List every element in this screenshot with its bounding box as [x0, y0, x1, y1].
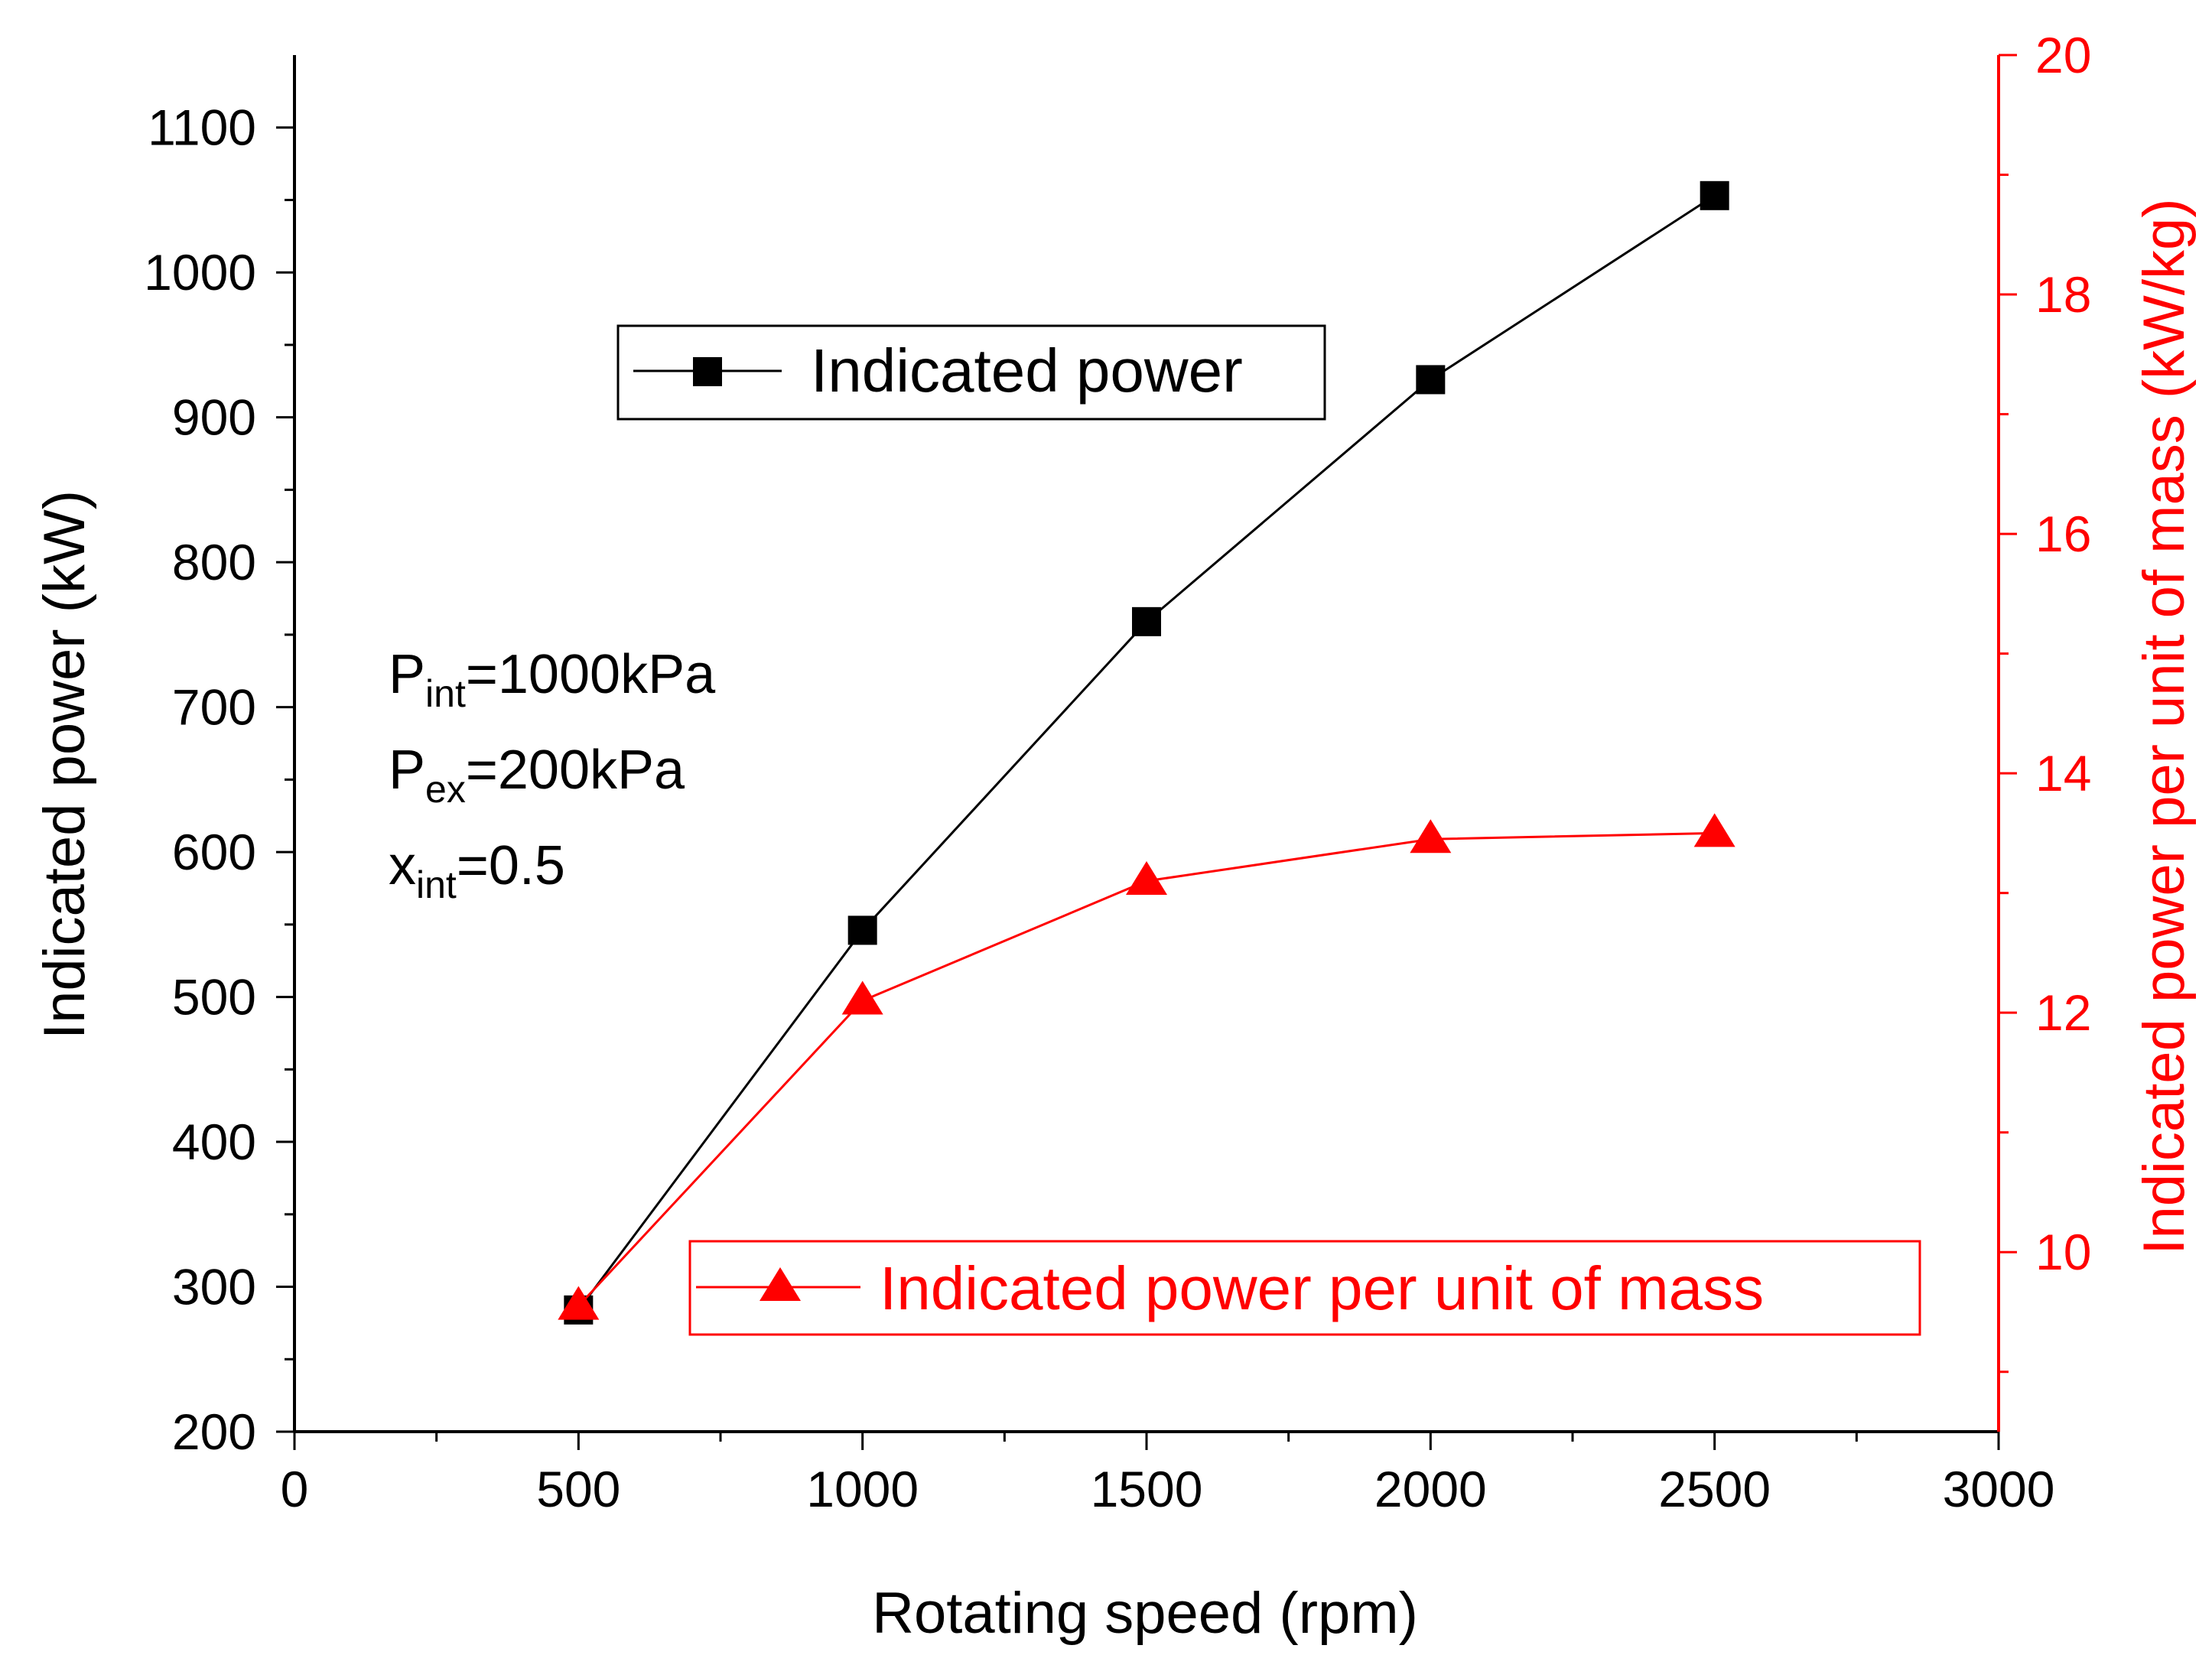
y-left-tick-label: 400 — [172, 1114, 256, 1170]
y-right-tick-label: 10 — [2035, 1224, 2091, 1280]
y-left-tick-label: 500 — [172, 969, 256, 1026]
y-left-tick-label: 1000 — [144, 244, 256, 301]
x-axis-label: Rotating speed (rpm) — [872, 1581, 1418, 1646]
data-point-triangle — [841, 980, 883, 1015]
y-right-tick-label: 18 — [2035, 266, 2091, 323]
y-left-tick-label: 200 — [172, 1403, 256, 1460]
legend-indicated-power-per-mass: Indicated power per unit of mass — [688, 1240, 1921, 1336]
y-axis-left-label: Indicated power (kW) — [32, 490, 97, 1039]
data-point-square — [1132, 606, 1161, 636]
axes-layer: 0 500 1000 1500 2000 2500 3000 200 300 400 500 600 7… — [144, 27, 2091, 1517]
y-left-tick-label: 1100 — [148, 99, 256, 156]
annotation-p-int: Pint=1000kPa — [389, 644, 716, 715]
y-right-tick-label: 20 — [2035, 27, 2091, 83]
legend-indicated-power: Indicated power — [616, 324, 1326, 421]
x-tick-label: 1000 — [806, 1461, 919, 1517]
x-tick-label: 500 — [536, 1461, 620, 1517]
data-point-triangle — [558, 1286, 600, 1320]
legend-triangle-marker — [760, 1267, 801, 1301]
y-left-tick-label: 700 — [172, 679, 256, 736]
data-point-triangle — [1693, 813, 1735, 847]
annotation-x-int: xint=0.5 — [389, 835, 565, 906]
y-left-tick-label: 300 — [172, 1259, 256, 1315]
data-point-square — [1416, 365, 1446, 395]
legend-label: Indicated power per unit of mass — [880, 1254, 1764, 1322]
y-left-tick-label: 800 — [172, 534, 256, 590]
legend-square-marker — [693, 357, 722, 386]
annotation-p-ex: Pex=200kPa — [389, 740, 685, 811]
y-right-tick-label: 16 — [2035, 506, 2091, 562]
legend-label: Indicated power — [811, 337, 1243, 405]
y-left-tick-label: 900 — [172, 389, 256, 446]
data-point-triangle — [1126, 861, 1167, 895]
legend-box — [688, 1240, 1921, 1336]
x-tick-label: 3000 — [1943, 1461, 2055, 1517]
y-axis-right-label: Indicated power per unit of mass (kW/kg) — [2132, 198, 2197, 1254]
y-right-tick-label: 14 — [2035, 745, 2091, 801]
y-right-tick-label: 12 — [2035, 984, 2091, 1041]
x-tick-label: 2000 — [1374, 1461, 1487, 1517]
data-point-square — [1700, 180, 1729, 210]
x-tick-label: 2500 — [1658, 1461, 1771, 1517]
x-tick-label: 0 — [281, 1461, 309, 1517]
conditions-annotation: Pint=1000kPa Pex=200kPa xint=0.5 — [389, 644, 716, 906]
y-left-tick-label: 600 — [172, 824, 256, 880]
x-tick-label: 1500 — [1091, 1461, 1203, 1517]
data-point-triangle — [1410, 819, 1452, 854]
data-point-square — [847, 915, 877, 945]
legend-box — [616, 324, 1326, 421]
series-layer — [558, 180, 1735, 1325]
